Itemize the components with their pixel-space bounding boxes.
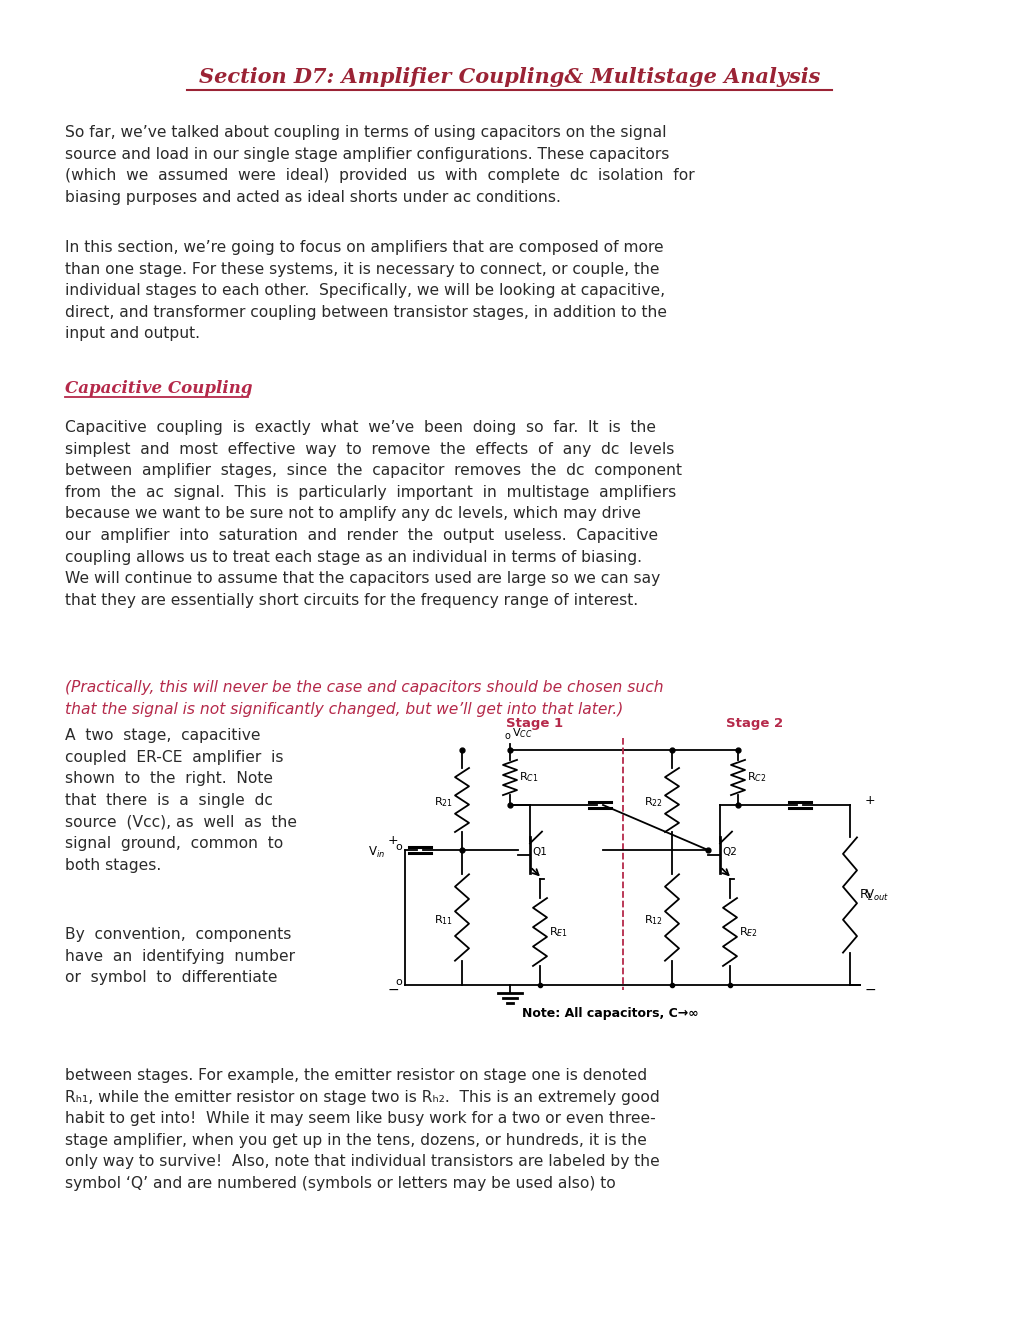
Text: Stage 1: Stage 1 xyxy=(506,717,564,730)
Text: V$_{out}$: V$_{out}$ xyxy=(864,887,888,903)
Text: Note: All capacitors, C→∞: Note: All capacitors, C→∞ xyxy=(521,1007,698,1020)
Text: R$_{22}$: R$_{22}$ xyxy=(643,796,662,809)
Text: Section D7: Amplifier Coupling& Multistage Analysis: Section D7: Amplifier Coupling& Multista… xyxy=(199,67,820,87)
Text: So far, we’ve talked about coupling in terms of using capacitors on the signal
s: So far, we’ve talked about coupling in t… xyxy=(65,125,694,205)
Text: V$_{CC}$: V$_{CC}$ xyxy=(512,726,532,741)
Text: R$_{C1}$: R$_{C1}$ xyxy=(519,771,538,784)
Text: −: − xyxy=(864,983,875,997)
Text: Capacitive Coupling: Capacitive Coupling xyxy=(65,380,253,397)
Text: Q2: Q2 xyxy=(721,847,736,857)
Text: R$_{E2}$: R$_{E2}$ xyxy=(739,925,757,939)
Text: o: o xyxy=(395,977,401,987)
Text: o: o xyxy=(503,731,510,741)
Text: A  two  stage,  capacitive
coupled  ER-CE  amplifier  is
shown  to  the  right. : A two stage, capacitive coupled ER-CE am… xyxy=(65,729,297,873)
Text: By  convention,  components
have  an  identifying  number
or  symbol  to  differ: By convention, components have an identi… xyxy=(65,927,294,985)
Text: Q1: Q1 xyxy=(532,847,546,857)
Text: between stages. For example, the emitter resistor on stage one is denoted
Rₕ₁, w: between stages. For example, the emitter… xyxy=(65,1068,659,1191)
Text: (Practically, this will never be the case and capacitors should be chosen such
t: (Practically, this will never be the cas… xyxy=(65,680,663,717)
Text: V$_{in}$: V$_{in}$ xyxy=(368,845,384,859)
Text: R$_{11}$: R$_{11}$ xyxy=(433,913,452,927)
Text: R$_L$: R$_L$ xyxy=(858,887,873,903)
Text: +: + xyxy=(387,833,398,846)
Text: R$_{12}$: R$_{12}$ xyxy=(643,913,662,927)
Text: R$_{E1}$: R$_{E1}$ xyxy=(548,925,568,939)
Text: In this section, we’re going to focus on amplifiers that are composed of more
th: In this section, we’re going to focus on… xyxy=(65,240,666,342)
Text: R$_{C2}$: R$_{C2}$ xyxy=(746,771,765,784)
Text: R$_{21}$: R$_{21}$ xyxy=(433,796,452,809)
Text: Stage 2: Stage 2 xyxy=(726,717,783,730)
Text: Capacitive  coupling  is  exactly  what  we’ve  been  doing  so  far.  It  is  t: Capacitive coupling is exactly what we’v… xyxy=(65,420,682,607)
Text: o: o xyxy=(395,842,401,851)
Text: +: + xyxy=(864,793,874,807)
Text: −: − xyxy=(387,983,398,997)
